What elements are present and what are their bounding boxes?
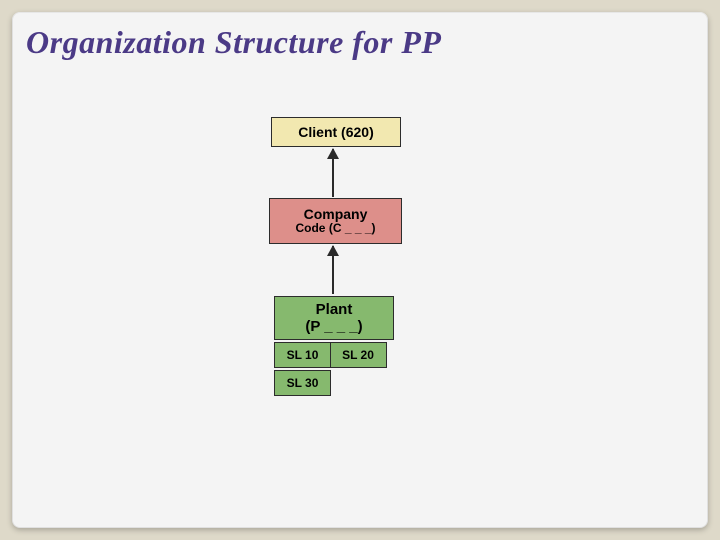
node-company-line2: Code (C _ _ _): [295, 222, 375, 236]
page-background: Organization Structure for PP Client (62…: [0, 0, 720, 540]
node-company-line1: Company: [304, 206, 368, 222]
node-plant: Plant (P _ _ _): [274, 296, 394, 340]
node-client: Client (620): [271, 117, 401, 147]
sl-row-2: SL 30: [274, 370, 331, 396]
edge-company-to-client: [332, 149, 334, 197]
sl-row-1: SL 10 SL 20: [274, 342, 387, 368]
node-company: Company Code (C _ _ _): [269, 198, 402, 244]
page-title: Organization Structure for PP: [26, 24, 441, 61]
node-sl10: SL 10: [274, 342, 331, 368]
node-plant-line1: Plant: [316, 301, 353, 318]
node-sl30: SL 30: [274, 370, 331, 396]
edge-plant-to-company: [332, 246, 334, 294]
node-sl20: SL 20: [330, 342, 387, 368]
slide-card: Organization Structure for PP Client (62…: [12, 12, 708, 528]
node-client-label: Client (620): [298, 124, 373, 140]
node-plant-line2: (P _ _ _): [305, 318, 362, 335]
